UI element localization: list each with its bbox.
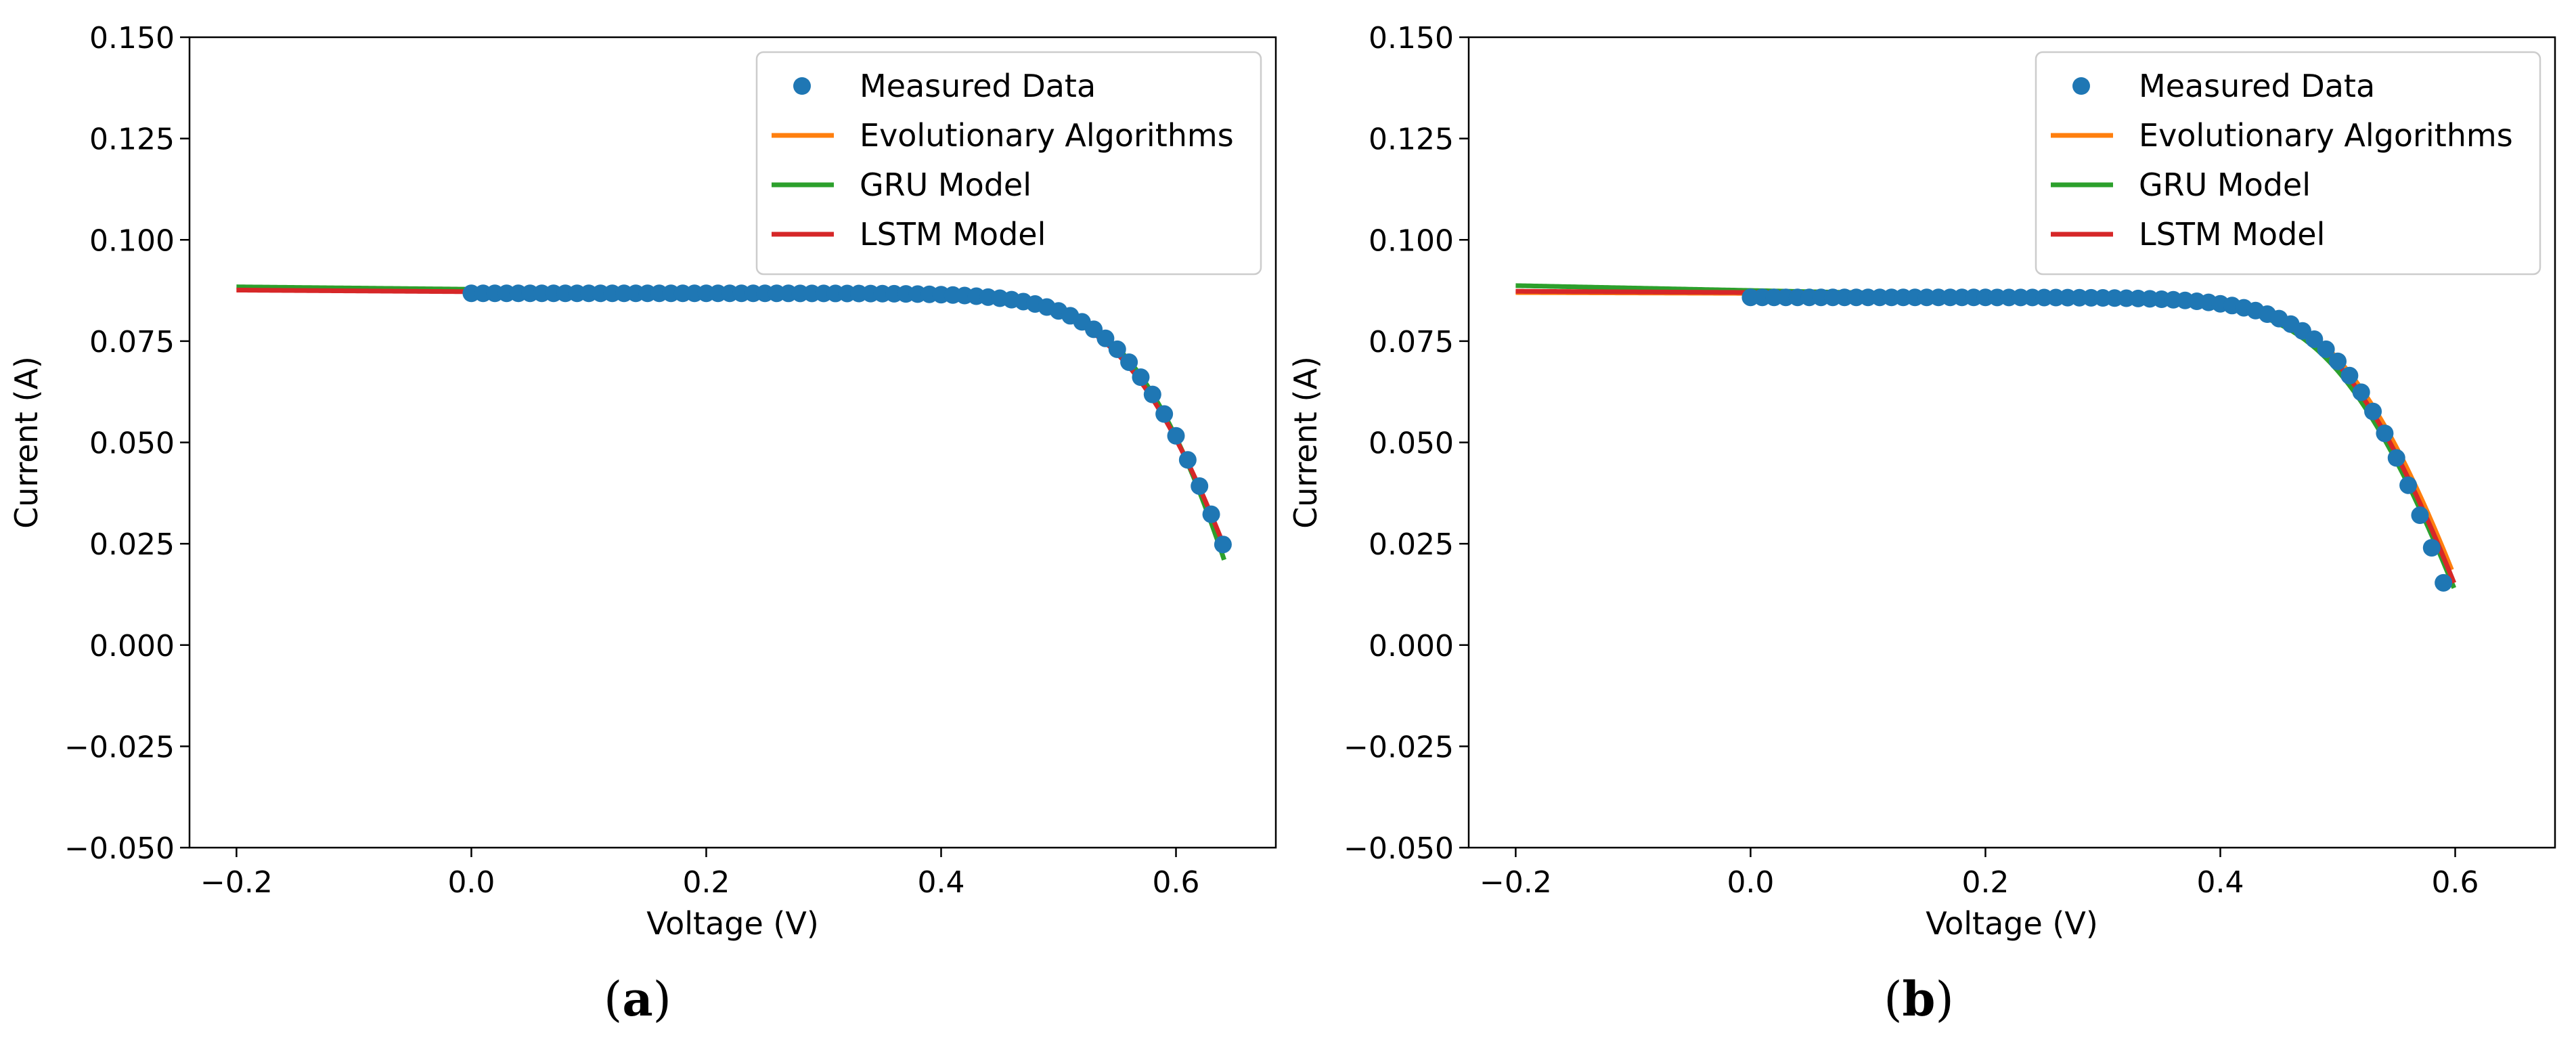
- y-tick-label: 0.125: [1369, 123, 1454, 157]
- panel-label-close-paren: ): [1935, 972, 1953, 1027]
- measured-point: [2317, 340, 2335, 358]
- y-tick-label: −0.050: [64, 831, 175, 866]
- legend-entry-evolutionary: Evolutionary Algorithms: [2139, 117, 2513, 154]
- measured-point: [1143, 385, 1161, 404]
- x-axis-label: Voltage (V): [1926, 905, 2098, 942]
- measured-point: [1214, 536, 1232, 554]
- y-tick-label: 0.050: [1369, 427, 1454, 461]
- measured-point: [2329, 352, 2347, 370]
- x-tick-label: 0.4: [2196, 865, 2244, 900]
- y-axis-label: Current (A): [1287, 356, 1324, 529]
- series-line-evolutionary: [236, 286, 1221, 536]
- legend: Measured Data Evolutionary Algorithms GRU …: [2035, 51, 2541, 276]
- y-tick-label: 0.125: [89, 123, 175, 157]
- measured-point: [1132, 368, 1150, 387]
- y-tick-label: 0.150: [89, 21, 175, 56]
- measured-point: [1202, 505, 1220, 523]
- y-tick-label: 0.100: [1369, 223, 1454, 258]
- measured-point: [1096, 329, 1115, 347]
- x-tick-label: 0.2: [1961, 865, 2009, 900]
- series-line-lstm: [236, 287, 1223, 539]
- chart-panel-a: −0.2 0.0 0.2 0.4 0.6 −0.050 −0.025 0.000 0.025 0.…: [8, 21, 1277, 1027]
- y-tick-label: 0.025: [89, 527, 175, 562]
- x-tick-label: 0.6: [1153, 865, 1200, 900]
- x-tick-label: 0.0: [447, 865, 495, 900]
- x-tick-label: 0.0: [1727, 865, 1774, 900]
- panel-label-close-paren: ): [653, 972, 671, 1027]
- x-tick-label: −0.2: [200, 865, 273, 900]
- measured-point: [1120, 353, 1138, 371]
- panel-label-letter: b: [1903, 971, 1936, 1027]
- legend-marker-measured: [2072, 77, 2090, 95]
- x-axis-label: Voltage (V): [646, 905, 819, 942]
- y-tick-label: 0.100: [89, 223, 175, 258]
- legend-box: [2035, 51, 2541, 276]
- legend-entry-lstm: LSTM Model: [2139, 216, 2325, 253]
- legend-entry-measured: Measured Data: [2139, 68, 2375, 104]
- measured-point: [2399, 476, 2418, 494]
- measured-point: [1191, 477, 1209, 495]
- legend: Measured Data Evolutionary Algorithms GRU …: [755, 51, 1262, 276]
- legend-box: [755, 51, 1262, 276]
- measured-point: [2340, 366, 2359, 385]
- legend-entry-gru: GRU Model: [2139, 167, 2311, 203]
- measured-point: [1178, 451, 1197, 469]
- legend-entry-lstm: LSTM Model: [860, 216, 1046, 253]
- y-tick-label: 0.000: [1369, 629, 1454, 663]
- measured-point: [2352, 383, 2370, 401]
- measured-point: [1108, 340, 1126, 358]
- legend-entry-gru: GRU Model: [860, 167, 1031, 203]
- y-tick-label: 0.075: [1369, 325, 1454, 359]
- y-tick-label: 0.150: [1369, 21, 1454, 56]
- x-tick-label: 0.4: [917, 865, 964, 900]
- x-tick-label: 0.2: [682, 865, 730, 900]
- legend-marker-measured: [793, 77, 811, 95]
- y-axis-label: Current (A): [8, 356, 45, 529]
- y-tick-label: −0.025: [1343, 730, 1454, 764]
- plot-data: [236, 284, 1232, 561]
- measured-point: [2376, 424, 2394, 443]
- legend-entry-measured: Measured Data: [860, 68, 1096, 104]
- measured-point: [2387, 449, 2405, 467]
- panel-label-open-paren: (: [1884, 972, 1902, 1027]
- y-tick-label: 0.050: [89, 427, 175, 461]
- y-tick-label: 0.000: [89, 629, 175, 663]
- measured-point: [1155, 405, 1174, 423]
- panel-label: (a): [604, 971, 671, 1027]
- x-tick-label: 0.6: [2432, 865, 2479, 900]
- y-tick-label: 0.025: [1369, 527, 1454, 562]
- y-tick-label: −0.050: [1343, 831, 1454, 866]
- measured-point: [2422, 539, 2441, 557]
- x-tick-label: −0.2: [1480, 865, 1552, 900]
- chart-panel-b: −0.2 0.0 0.2 0.4 0.6 −0.050 −0.025 0.000 0.025 0.…: [1287, 21, 2556, 1027]
- measured-point: [2411, 506, 2429, 525]
- measured-point: [2435, 573, 2453, 592]
- panel-label-letter: a: [622, 971, 652, 1027]
- y-tick-label: 0.075: [89, 325, 175, 359]
- panel-label: (b): [1884, 971, 1954, 1027]
- y-tick-label: −0.025: [64, 730, 175, 764]
- panel-label-open-paren: (: [604, 972, 622, 1027]
- measured-point: [1167, 427, 1185, 445]
- measured-point: [2305, 330, 2324, 349]
- measured-point: [2364, 402, 2382, 420]
- plot-data: [1515, 283, 2457, 592]
- legend-entry-evolutionary: Evolutionary Algorithms: [860, 117, 1234, 154]
